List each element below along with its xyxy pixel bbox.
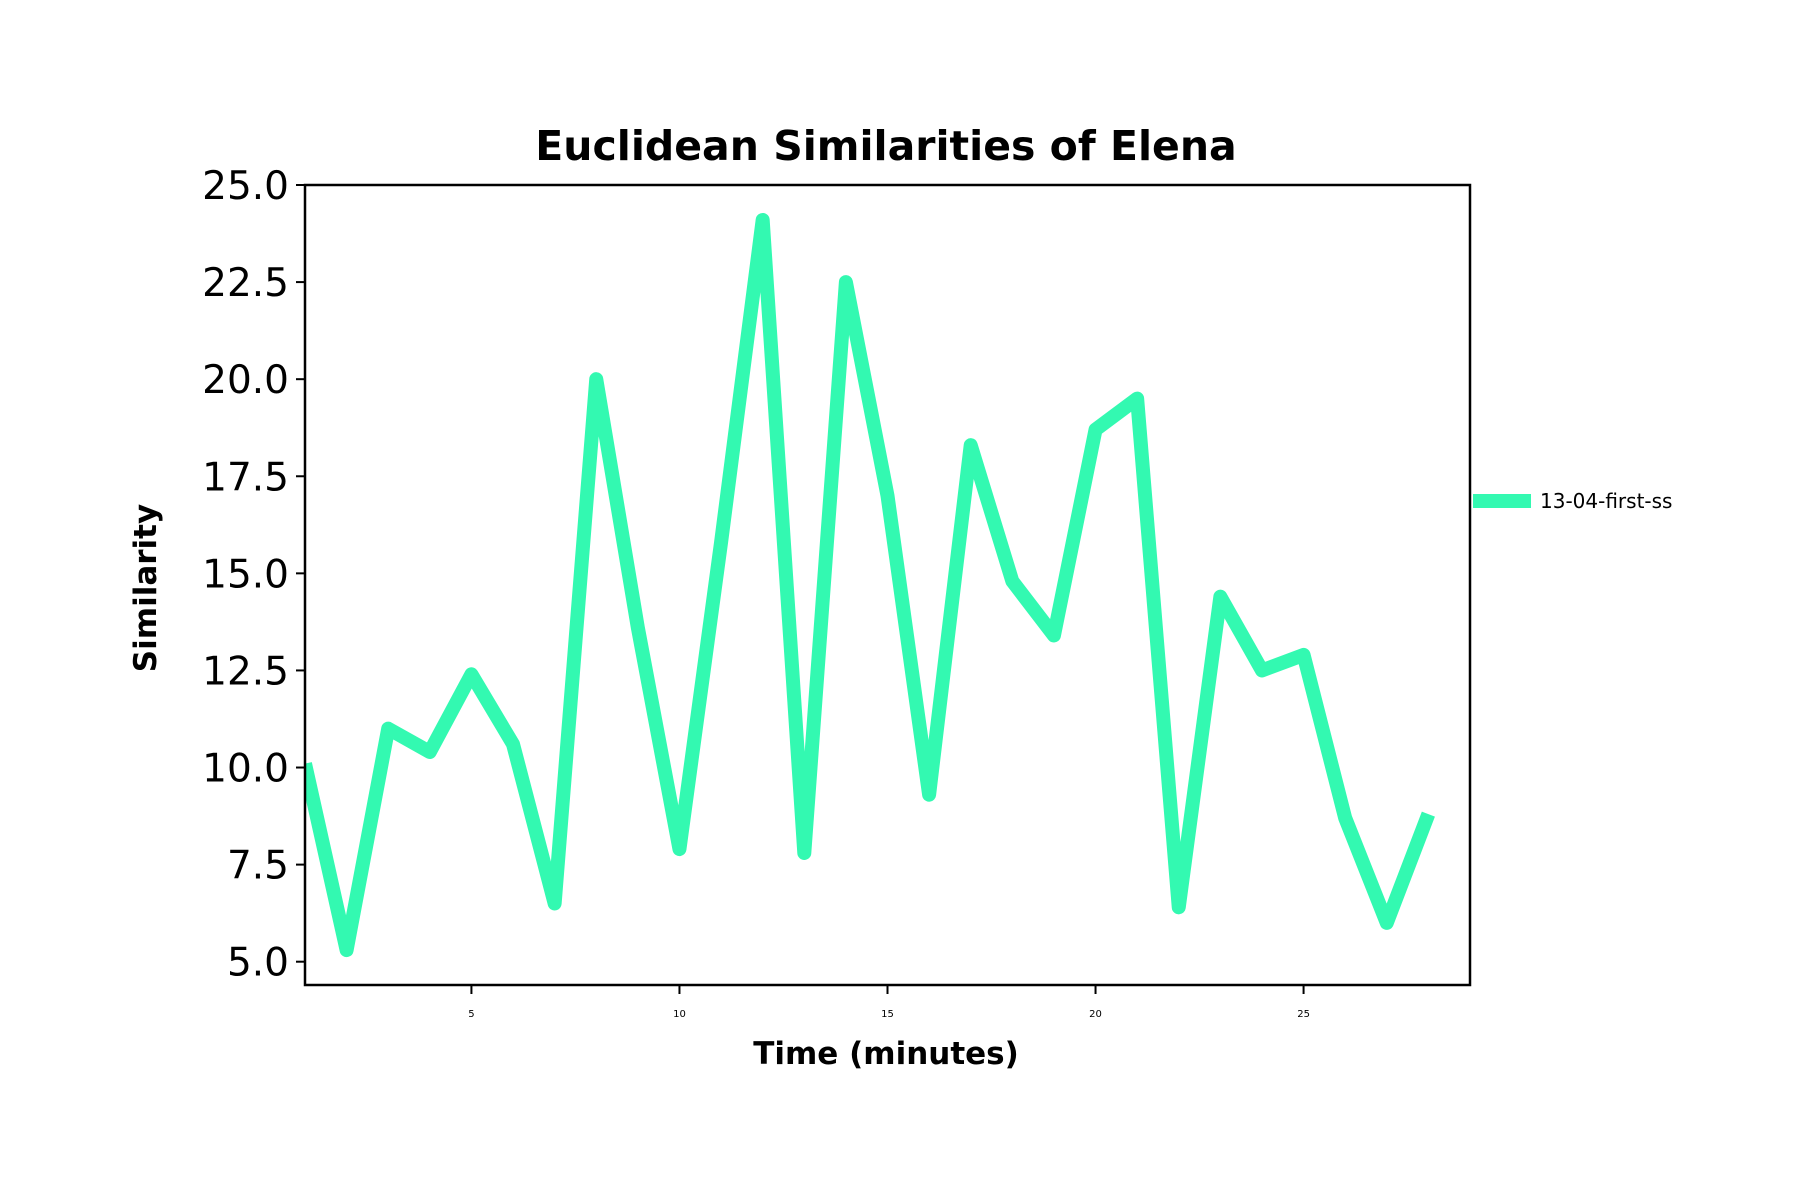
x-tick-label: 15: [881, 1009, 894, 1020]
y-tick-label: 17.5: [202, 455, 289, 500]
y-tick-label: 25.0: [202, 164, 289, 209]
y-tick-label: 5.0: [227, 941, 289, 986]
y-tick-label: 7.5: [227, 844, 289, 889]
y-tick-label: 15.0: [202, 552, 289, 597]
x-tick-label: 10: [673, 1009, 686, 1020]
y-tick-label: 22.5: [202, 261, 289, 306]
x-tick-label: 25: [1297, 1009, 1310, 1020]
series-line-0: [305, 212, 1435, 958]
x-tick-label: 5: [468, 1009, 474, 1020]
x-axis-label: Time (minutes): [753, 1036, 1019, 1072]
plot-area: 5.0 7.5 10.0 12.5 15.0 17.5 20.0 22.5 25.0 5 10 15 2…: [202, 164, 1472, 1020]
y-tick-label: 12.5: [202, 649, 289, 694]
y-tick-label: 20.0: [202, 358, 289, 403]
y-tick-label: 10.0: [202, 747, 289, 792]
legend-label: 13-04-first-ss: [1540, 489, 1672, 513]
y-axis-label: Similarity: [128, 504, 164, 672]
legend: 13-04-first-ss: [1473, 489, 1672, 513]
x-tick-label: 20: [1089, 1009, 1102, 1020]
axes-frame: [303, 183, 1472, 987]
chart-title: Euclidean Similarities of Elena: [535, 122, 1236, 170]
